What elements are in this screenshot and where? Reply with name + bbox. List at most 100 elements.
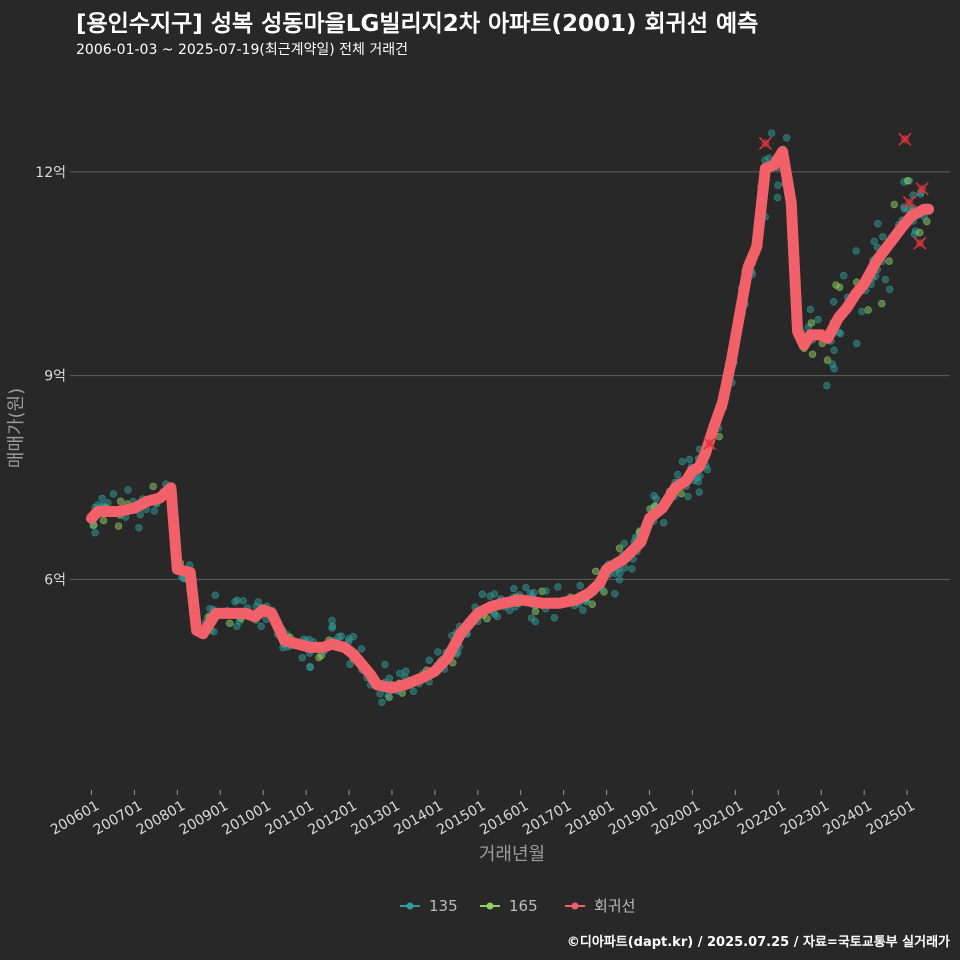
legend-label: 135 — [429, 897, 458, 915]
point-135 — [858, 307, 866, 316]
point-165 — [114, 522, 123, 530]
x-tick-label: 202401 — [821, 798, 875, 839]
point-135 — [806, 305, 815, 314]
legend-label: 회귀선 — [594, 897, 635, 915]
point-135 — [510, 584, 518, 593]
point-135 — [328, 616, 336, 625]
point-135 — [611, 590, 619, 598]
point-165 — [864, 306, 872, 314]
x-tick-label: 200601 — [48, 798, 102, 839]
point-135 — [615, 575, 624, 584]
point-135 — [870, 237, 878, 246]
point-165 — [885, 257, 893, 265]
outlier-marker — [703, 437, 717, 451]
point-135 — [885, 285, 894, 293]
point-165 — [99, 516, 108, 525]
point-135 — [678, 457, 687, 466]
point-165 — [807, 319, 816, 327]
point-135 — [254, 598, 262, 606]
point-135 — [673, 470, 682, 479]
point-165 — [615, 544, 624, 552]
point-165 — [483, 614, 491, 623]
outlier-marker — [913, 236, 927, 250]
point-135 — [434, 648, 442, 656]
point-135 — [124, 486, 132, 494]
point-135 — [409, 687, 418, 695]
x-tick-label: 200801 — [134, 798, 188, 839]
point-135 — [874, 220, 882, 228]
x-tick-label: 200701 — [91, 798, 145, 839]
point-135 — [542, 587, 550, 595]
regression-line-layer — [86, 146, 934, 694]
point-165 — [916, 228, 924, 237]
legend-swatch-point — [571, 902, 579, 910]
point-135 — [522, 583, 530, 592]
x-tick-label: 200901 — [177, 798, 231, 839]
y-axis-ticks: 6억 9억 12억 — [35, 165, 66, 589]
point-135 — [233, 622, 241, 630]
point-165 — [808, 350, 817, 358]
point-135 — [628, 565, 636, 573]
point-135 — [335, 632, 343, 641]
point-135 — [478, 590, 487, 598]
point-135 — [852, 247, 860, 255]
point-135 — [135, 524, 143, 532]
point-135 — [554, 583, 562, 591]
point-165 — [890, 200, 898, 209]
legend-item: 135 — [400, 897, 458, 915]
outlier-marker — [915, 182, 929, 196]
x-tick-label: 202101 — [692, 798, 746, 839]
y-axis-title: 매매가(원) — [6, 388, 27, 468]
point-135 — [823, 381, 831, 390]
x-tick-label: 201201 — [306, 798, 360, 839]
point-135 — [346, 660, 354, 668]
point-135 — [774, 181, 782, 189]
x-tick-label: 202501 — [864, 798, 918, 839]
point-135 — [879, 233, 887, 241]
x-tick-label: 201701 — [520, 798, 574, 839]
point-135 — [531, 617, 540, 626]
regression-line — [86, 146, 934, 694]
x-tick-label: 201801 — [563, 798, 617, 839]
point-165 — [903, 177, 912, 185]
outlier-marker — [898, 132, 912, 146]
x-tick-label: 201001 — [220, 798, 274, 839]
point-165 — [591, 567, 600, 575]
legend-swatch-point — [486, 902, 494, 910]
y-tick-label: 12억 — [35, 165, 66, 181]
point-135 — [685, 455, 694, 464]
point-135 — [109, 490, 118, 498]
point-165 — [226, 619, 234, 627]
outlier-marker — [758, 136, 772, 150]
point-135 — [782, 134, 791, 142]
point-135 — [150, 507, 159, 515]
legend-swatch-point — [406, 902, 414, 910]
point-135 — [767, 129, 776, 137]
point-165 — [878, 299, 886, 308]
x-axis-title: 거래년월 — [479, 844, 545, 865]
point-135 — [402, 667, 410, 675]
x-tick-label: 202301 — [778, 798, 832, 839]
point-135 — [357, 645, 366, 653]
point-135 — [852, 339, 861, 348]
point-135 — [684, 492, 692, 501]
x-tick-label: 201101 — [263, 798, 317, 839]
point-165 — [823, 356, 832, 364]
point-135 — [381, 660, 389, 669]
x-tick-label: 201601 — [477, 798, 531, 839]
point-135 — [830, 364, 838, 373]
point-135 — [814, 315, 822, 324]
point-135 — [378, 698, 386, 706]
point-165 — [531, 607, 540, 616]
point-135 — [490, 590, 499, 598]
outlier-layer — [703, 132, 929, 451]
grid-layer — [70, 171, 950, 580]
point-135 — [659, 518, 668, 527]
footer-credit: ©디아파트(dapt.kr) / 2025.07.25 / 자료=국토교통부 실… — [566, 935, 950, 950]
x-tick-label: 202201 — [735, 798, 789, 839]
point-135 — [328, 624, 336, 632]
point-135 — [385, 674, 393, 682]
point-135 — [257, 622, 265, 630]
x-tick-label: 202001 — [649, 798, 703, 839]
point-135 — [839, 271, 848, 280]
